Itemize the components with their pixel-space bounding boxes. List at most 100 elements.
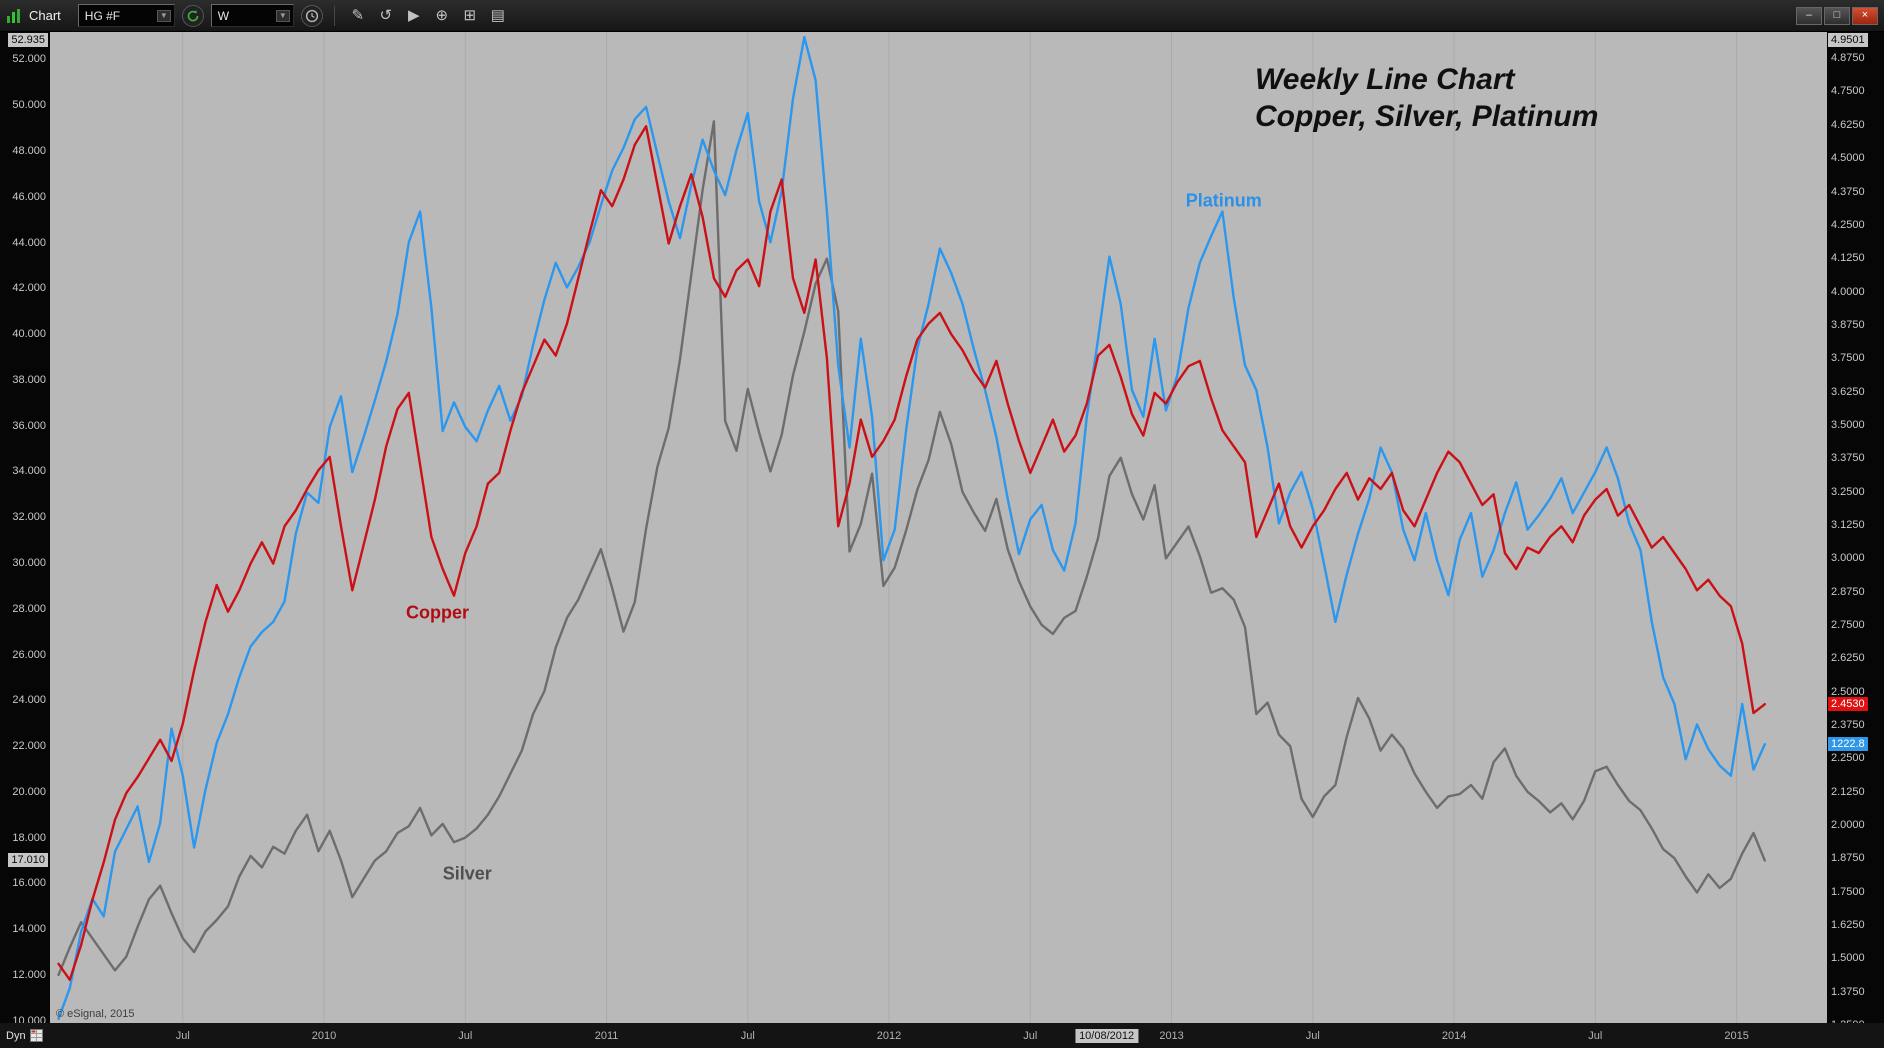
time-tick-label: 2010 [311,1029,337,1042]
dyn-control: Dyn [6,1023,43,1048]
time-tick-label: Jul [740,1029,755,1042]
time-tick-label: 2011 [594,1029,619,1042]
plot-area[interactable]: Weekly Line Chart Copper, Silver, Platin… [50,32,1827,1023]
time-axis[interactable]: Dyn Jul 2010 Jul 2011 Jul 2012 Jul 2013 Jul 2014 J… [0,1023,1884,1048]
time-tick-label: Jul [1305,1029,1320,1042]
undo-icon[interactable]: ↺ [374,4,398,28]
price-tick-label: 4.0000 [1831,285,1865,298]
left-price-axis[interactable]: 52.000 50.000 48.000 46.000 44.000 42.000 40.0… [0,32,50,1027]
chart-title-line2: Copper, Silver, Platinum [1255,99,1599,133]
price-tick-label: 1.5000 [1831,952,1865,965]
price-tick-label: 2.8750 [1831,585,1865,598]
symbol-value: HG #F [84,8,121,23]
price-tick-label: 30.000 [12,556,46,569]
minimize-button[interactable]: – [1796,6,1822,25]
price-tick-label: 18.000 [12,831,46,844]
price-tick-label: 24.000 [12,694,46,707]
play-icon[interactable]: ▶ [402,4,426,28]
price-tick-label: 40.000 [12,328,46,341]
copper-line [57,124,1767,981]
price-tick-label: 1.8750 [1831,852,1865,865]
zoom-icon[interactable]: ⊕ [430,4,454,28]
drawing-tool-group: ✎ ↺ ▶ ⊕ ⊞ ▤ [346,4,510,28]
price-tick-label: 4.5000 [1831,152,1865,165]
chart-app-icon [6,8,22,24]
price-tick-label: 4.7500 [1831,85,1865,98]
price-tick-label: 20.000 [12,785,46,798]
pencil-icon[interactable]: ✎ [346,4,370,28]
time-tick-label: 2015 [1724,1029,1749,1042]
interval-value: W [217,8,230,23]
silver-series-label: Silver [442,863,492,884]
price-tick-label: 2.2500 [1831,752,1865,765]
price-tick-label: 50.000 [12,99,46,112]
price-tick-label: 26.000 [12,648,46,661]
grid-tool-icon[interactable]: ⊞ [458,4,482,28]
price-tick-label: 48.000 [12,145,46,157]
price-tick-label: 3.1250 [1831,518,1865,531]
maximize-button[interactable]: □ [1824,6,1850,25]
price-tick-label: 22.000 [12,740,46,753]
price-tick-label: 1.6250 [1831,919,1865,932]
price-tick-label: 34.000 [12,465,46,478]
price-badge: 52.935 [8,33,48,47]
interval-select[interactable]: W ▼ [210,4,294,27]
window-title: Chart [29,8,61,23]
time-tick-label: Jul [175,1029,190,1042]
time-tick-label: 2014 [1441,1029,1467,1042]
price-tick-label: 4.2500 [1831,218,1865,231]
chart-title-line1: Weekly Line Chart [1255,63,1515,96]
time-tick-label: 2013 [1159,1029,1184,1042]
price-tick-label: 36.000 [12,419,46,432]
price-badge: 17.010 [8,853,48,868]
toolbar-divider [333,5,335,26]
silver-line [57,120,1767,977]
selected-date-badge: 10/08/2012 [1075,1028,1139,1043]
clock-icon [305,9,318,22]
price-tick-label: 44.000 [12,236,46,249]
refresh-button[interactable] [181,4,204,27]
title-bar: Chart HG #F ▼ W ▼ ✎ ↺ ▶ ⊕ ⊞ ▤ – □ [0,0,1884,32]
time-tick-label: Jul [1588,1029,1603,1042]
price-tick-label: 4.1250 [1831,252,1865,265]
time-tick-label: 2012 [876,1029,902,1042]
price-tick-label: 2.7500 [1831,618,1865,631]
price-tick-label: 4.3750 [1831,185,1865,198]
price-tick-label: 3.0000 [1831,552,1865,565]
price-badge: 2.4530 [1828,697,1868,712]
chevron-down-icon: ▼ [275,9,290,22]
panel-icon[interactable]: ▤ [486,4,510,28]
grid-icon[interactable] [29,1029,43,1042]
price-tick-label: 14.000 [12,923,46,936]
price-tick-label: 32.000 [12,511,46,524]
price-tick-label: 52.000 [12,53,46,66]
close-button[interactable]: × [1852,6,1878,25]
price-tick-label: 3.6250 [1831,385,1865,398]
price-tick-label: 3.7500 [1831,352,1865,365]
price-tick-label: 1.7500 [1831,885,1865,898]
price-tick-label: 2.3750 [1831,719,1865,732]
price-tick-label: 28.000 [12,602,46,615]
price-tick-label: 16.000 [12,877,46,890]
price-tick-label: 4.8750 [1831,52,1865,65]
symbol-select[interactable]: HG #F ▼ [77,4,175,27]
platinum-line [57,35,1767,1021]
copyright-label: © eSignal, 2015 [56,1008,135,1020]
platinum-series-label: Platinum [1185,190,1262,211]
price-tick-label: 1.3750 [1831,985,1865,998]
price-tick-label: 42.000 [12,282,46,295]
copper-series-label: Copper [405,602,469,623]
right-price-axis[interactable]: 4.8750 4.7500 4.6250 4.5000 4.3750 4.2500 4.12… [1827,32,1884,1031]
price-tick-label: 2.5000 [1831,685,1865,698]
price-tick-label: 46.000 [12,190,46,203]
price-tick-label: 3.8750 [1831,318,1865,331]
price-tick-label: 4.6250 [1831,118,1865,131]
dyn-toggle[interactable]: Dyn [6,1029,26,1042]
window-controls: – □ × [1796,6,1878,25]
chart-canvas [57,32,1767,1023]
price-tick-label: 2.6250 [1831,652,1865,665]
clock-button[interactable] [300,4,323,27]
price-tick-label: 3.5000 [1831,418,1865,431]
price-tick-label: 3.2500 [1831,485,1865,498]
